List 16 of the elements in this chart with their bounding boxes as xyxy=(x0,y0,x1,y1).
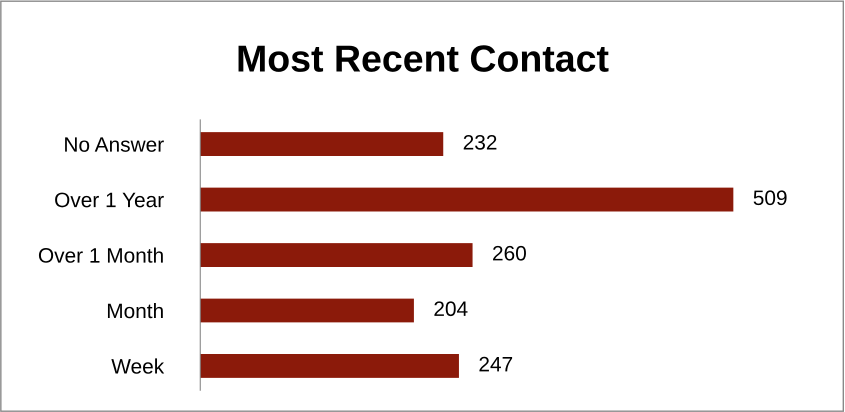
y-tick-label: Over 1 Month xyxy=(38,247,163,263)
data-label: 509 xyxy=(754,190,787,206)
bar xyxy=(200,132,444,156)
data-label: 204 xyxy=(434,301,468,316)
bar xyxy=(200,298,414,322)
y-tick-label: Over 1 Year xyxy=(55,192,164,208)
bar xyxy=(200,243,473,267)
data-label: 247 xyxy=(479,356,512,372)
data-label: 232 xyxy=(464,134,496,150)
bar xyxy=(200,354,459,378)
chart-title: Most Recent Contact xyxy=(238,45,609,72)
data-label: 260 xyxy=(493,246,526,261)
bar xyxy=(200,188,734,212)
y-tick-label: Month xyxy=(108,302,163,318)
y-tick-label: Week xyxy=(111,358,164,374)
y-tick-label: No Answer xyxy=(65,137,164,152)
